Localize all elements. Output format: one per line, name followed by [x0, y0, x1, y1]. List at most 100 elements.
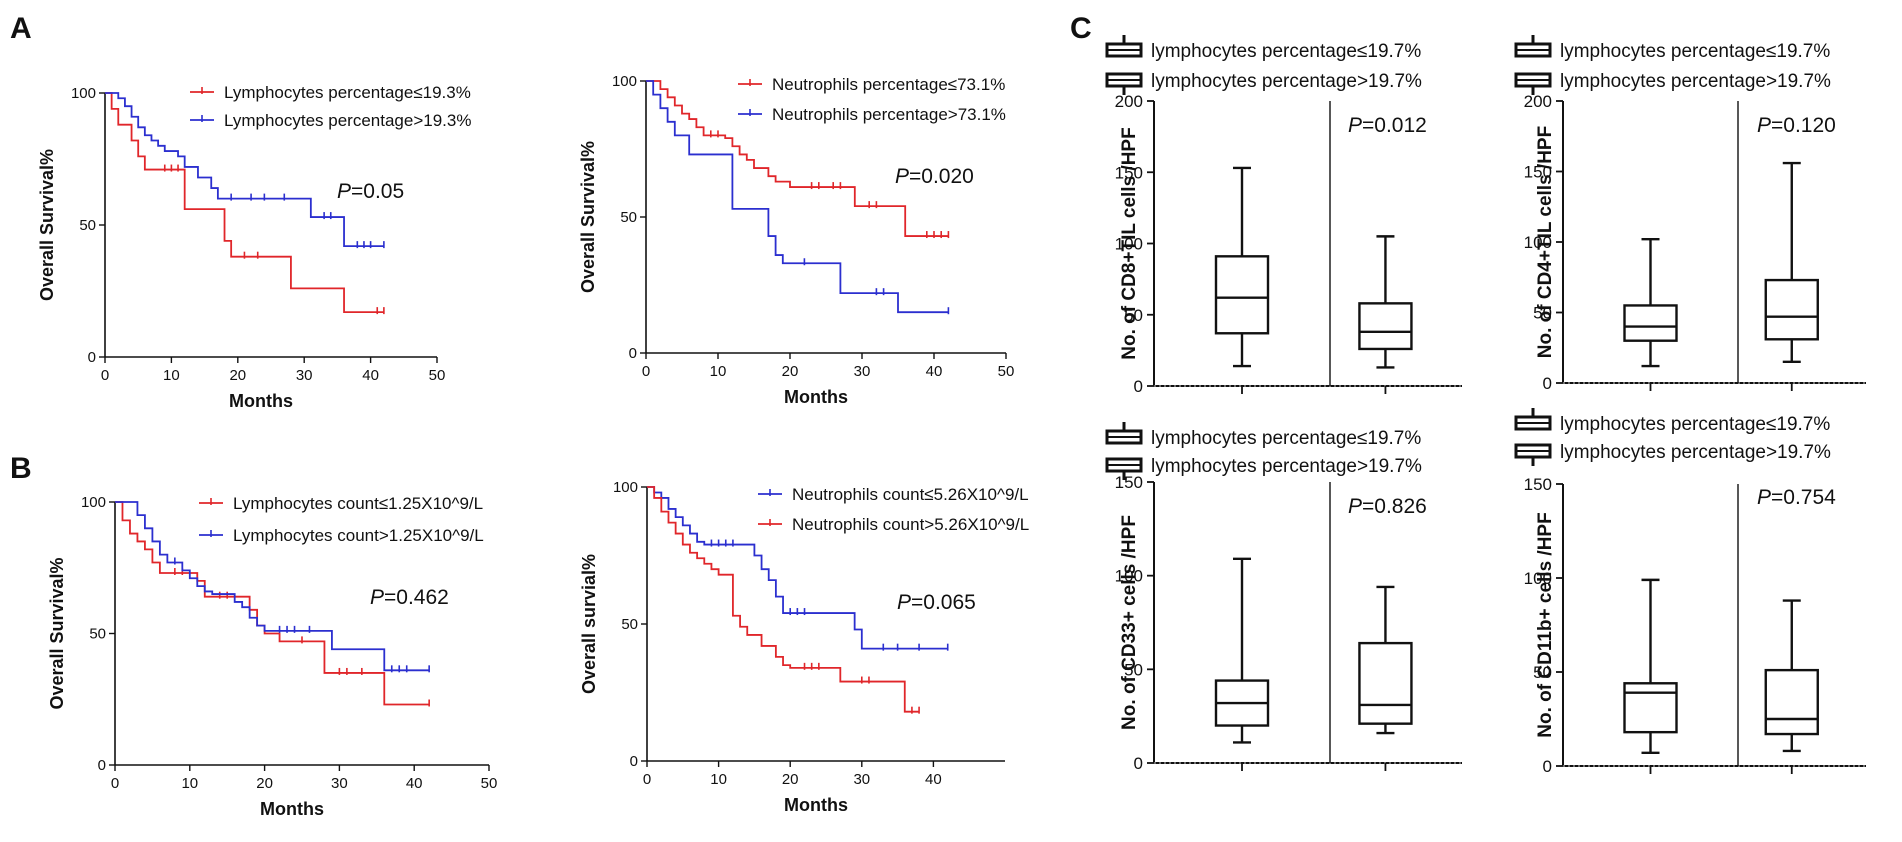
x-tick-label: 40 [925, 771, 942, 788]
x-tick-label: 0 [643, 771, 651, 788]
x-tick-label: 30 [853, 771, 870, 788]
panel-label-c: C [1070, 12, 1092, 45]
x-tick-label: 10 [710, 363, 727, 380]
p-value-number: =0.754 [1771, 486, 1836, 509]
legend-label: Neutrophils count≤5.26X10^9/L [792, 485, 1029, 504]
y-axis-title: No. of CD4+TIL cells /HPF [1535, 126, 1556, 358]
x-tick-label: 50 [429, 367, 446, 384]
x-tick-label: 10 [710, 771, 727, 788]
x-tick-label: 0 [101, 367, 109, 384]
iqr-box [1764, 668, 1819, 736]
y-tick-label: 100 [1115, 567, 1143, 586]
y-tick-label: 150 [1524, 163, 1552, 182]
y-tick-label: 50 [89, 626, 106, 643]
y-axis-title: Overall Survival% [47, 557, 67, 709]
y-axis-title: Overall Survival% [578, 141, 598, 293]
y-tick-label: 100 [613, 479, 638, 496]
legend-label: Lymphocytes count>1.25X10^9/L [233, 526, 484, 545]
box-cd4: lymphocytes percentage≤19.7% lymphocytes … [1514, 35, 1866, 393]
x-tick-label: 40 [926, 363, 943, 380]
y-tick-label: 100 [1524, 569, 1552, 588]
y-tick-label: 0 [1543, 757, 1552, 776]
y-tick-label: 0 [629, 345, 637, 362]
legend-label: Neutrophils percentage≤73.1% [772, 75, 1005, 94]
x-tick-label: 30 [296, 367, 313, 384]
x-tick-label: 0 [111, 775, 119, 792]
y-tick-label: 150 [1115, 473, 1143, 492]
survival-curve-1 [646, 80, 949, 237]
p-value-number: =0.826 [1362, 495, 1427, 518]
y-tick-label: 50 [620, 209, 637, 226]
p-value: P=0.065 [897, 591, 976, 614]
p-value-number: =0.020 [909, 165, 974, 188]
p-value-symbol: P [337, 180, 351, 203]
legend-label: lymphocytes percentage≤19.7% [1151, 41, 1421, 62]
p-value-symbol: P [1757, 486, 1771, 509]
p-value: P=0.754 [1757, 486, 1836, 509]
x-tick-label: 20 [782, 363, 799, 380]
y-tick-label: 50 [1533, 663, 1552, 682]
km-b-neut-count: 0 10 20 30 40 0 50 100 Months Overall survial% Neu… [579, 479, 1029, 815]
x-axis-title: Months [784, 387, 848, 407]
x-tick-label: 50 [481, 775, 498, 792]
x-tick-label: 20 [229, 367, 246, 384]
legend-label: Lymphocytes percentage≤19.3% [224, 83, 471, 102]
legend-label: lymphocytes percentage≤19.7% [1560, 41, 1830, 62]
y-tick-label: 50 [1533, 304, 1552, 323]
y-tick-label: 50 [79, 217, 96, 234]
legend-label: lymphocytes percentage≤19.7% [1560, 414, 1830, 435]
x-tick-label: 20 [782, 771, 799, 788]
box-cd8: lymphocytes percentage≤19.7% lymphocytes … [1105, 35, 1462, 396]
x-tick-label: 20 [256, 775, 273, 792]
iqr-box [1358, 641, 1413, 725]
y-axis-title: Overall Survival% [37, 149, 57, 301]
panel-label-b: B [10, 452, 32, 485]
y-tick-label: 0 [1134, 754, 1143, 773]
p-value-symbol: P [895, 165, 909, 188]
x-tick-label: 10 [181, 775, 198, 792]
p-value-symbol: P [1757, 114, 1771, 137]
x-axis-title: Months [229, 391, 293, 411]
iqr-box [1764, 278, 1819, 341]
y-tick-label: 0 [98, 757, 106, 774]
box-cd33: lymphocytes percentage≤19.7% lymphocytes … [1105, 422, 1462, 773]
y-tick-label: 200 [1115, 92, 1143, 111]
p-value-symbol: P [1348, 114, 1362, 137]
legend-label: lymphocytes percentage≤19.7% [1151, 428, 1421, 449]
km-b-lymph-count: 0 10 20 30 40 50 0 50 100 Months Overall Survival%… [47, 494, 497, 819]
p-value-number: =0.05 [351, 180, 404, 203]
y-tick-label: 100 [71, 85, 96, 102]
p-value: P=0.120 [1757, 114, 1836, 137]
y-tick-label: 50 [621, 616, 638, 633]
y-tick-label: 0 [1543, 374, 1552, 393]
iqr-box [1623, 682, 1678, 734]
y-tick-label: 0 [630, 753, 638, 770]
x-tick-label: 0 [642, 363, 650, 380]
legend-label: Lymphocytes count≤1.25X10^9/L [233, 494, 483, 513]
y-axis-title: Overall survial% [579, 554, 599, 694]
p-value-symbol: P [897, 591, 911, 614]
survival-curve-2 [115, 501, 430, 672]
y-tick-label: 150 [1524, 475, 1552, 494]
y-tick-label: 100 [612, 73, 637, 90]
y-axis-title: No. of CD8+TIL cells /HPF [1119, 127, 1140, 359]
y-tick-label: 100 [81, 494, 106, 511]
p-value-number: =0.012 [1362, 114, 1427, 137]
iqr-box [1358, 302, 1413, 351]
x-axis-title: Months [260, 799, 324, 819]
x-axis-title: Months [784, 795, 848, 815]
p-value-symbol: P [1348, 495, 1362, 518]
survival-curve-2 [647, 486, 920, 713]
x-tick-label: 10 [163, 367, 180, 384]
y-tick-label: 50 [1124, 660, 1143, 679]
p-value-number: =0.065 [911, 591, 976, 614]
y-tick-label: 100 [1115, 235, 1143, 254]
iqr-box [1623, 304, 1678, 342]
y-axis-title: No. of CD11b+ cells /HPF [1535, 512, 1556, 737]
survival-curve-2 [105, 92, 384, 248]
y-tick-label: 50 [1124, 306, 1143, 325]
legend-label: Neutrophils count>5.26X10^9/L [792, 515, 1029, 534]
x-tick-label: 30 [331, 775, 348, 792]
p-value-number: =0.120 [1771, 114, 1836, 137]
